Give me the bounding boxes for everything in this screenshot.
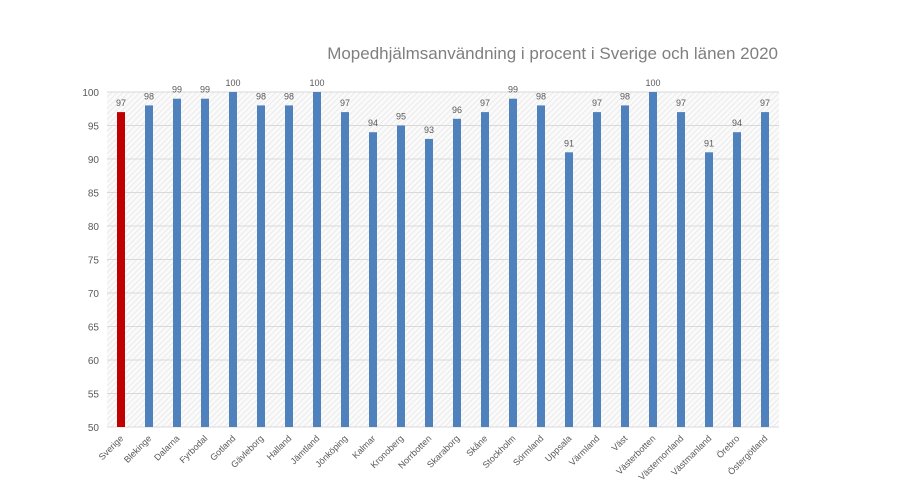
bar bbox=[229, 92, 237, 427]
bar bbox=[481, 112, 489, 427]
data-label: 97 bbox=[340, 98, 350, 108]
y-tick-label: 50 bbox=[88, 423, 100, 434]
bar bbox=[425, 138, 433, 427]
data-label: 100 bbox=[225, 78, 240, 88]
data-label: 97 bbox=[116, 98, 126, 108]
data-label: 98 bbox=[536, 91, 546, 101]
bar bbox=[677, 112, 685, 427]
bar bbox=[761, 112, 769, 427]
data-label: 98 bbox=[284, 91, 294, 101]
data-label: 98 bbox=[620, 91, 630, 101]
bar bbox=[537, 105, 545, 428]
data-label: 100 bbox=[645, 78, 660, 88]
data-label: 94 bbox=[732, 118, 742, 128]
y-tick-label: 85 bbox=[88, 189, 100, 200]
y-tick-label: 100 bbox=[82, 88, 99, 99]
data-label: 97 bbox=[760, 98, 770, 108]
bar bbox=[369, 132, 377, 427]
y-tick-label: 55 bbox=[88, 390, 100, 401]
y-tick-label: 60 bbox=[88, 356, 100, 367]
bar bbox=[313, 92, 321, 427]
chart-title: Mopedhjälmsanvändning i procent i Sverig… bbox=[327, 44, 778, 63]
data-label: 98 bbox=[144, 91, 154, 101]
data-label: 97 bbox=[480, 98, 490, 108]
data-label: 97 bbox=[592, 98, 602, 108]
bar bbox=[509, 98, 517, 427]
data-label: 94 bbox=[368, 118, 378, 128]
data-label: 91 bbox=[564, 138, 574, 148]
y-tick-label: 90 bbox=[88, 155, 100, 166]
data-label: 97 bbox=[676, 98, 686, 108]
y-tick-label: 95 bbox=[88, 122, 100, 133]
bar bbox=[397, 125, 405, 427]
y-tick-label: 75 bbox=[88, 256, 100, 267]
x-tick-label: Skåne bbox=[464, 433, 489, 458]
bar bbox=[565, 152, 573, 428]
data-label: 100 bbox=[309, 78, 324, 88]
bar bbox=[257, 105, 265, 428]
bar bbox=[593, 112, 601, 427]
bar bbox=[285, 105, 293, 428]
data-label: 93 bbox=[424, 125, 434, 135]
y-tick-label: 65 bbox=[88, 323, 100, 334]
data-label: 99 bbox=[508, 85, 518, 95]
bar bbox=[621, 105, 629, 428]
data-label: 99 bbox=[200, 85, 210, 95]
bar bbox=[453, 118, 461, 428]
bar bbox=[173, 98, 181, 427]
x-tick-label: Väst bbox=[610, 433, 630, 453]
x-tick-label: Fyrbodal bbox=[178, 433, 210, 465]
y-tick-label: 70 bbox=[88, 289, 100, 300]
x-tick-label: Kalmar bbox=[350, 433, 377, 460]
data-label: 99 bbox=[172, 85, 182, 95]
bar bbox=[117, 112, 125, 427]
data-label: 96 bbox=[452, 105, 462, 115]
x-tick-label: Blekinge bbox=[122, 433, 153, 464]
bar bbox=[705, 152, 713, 428]
data-label: 95 bbox=[396, 112, 406, 122]
bar bbox=[341, 112, 349, 427]
bar bbox=[649, 92, 657, 427]
data-label: 91 bbox=[704, 138, 714, 148]
x-tick-label: Sörmland bbox=[511, 433, 545, 467]
bar bbox=[733, 132, 741, 427]
data-label: 98 bbox=[256, 91, 266, 101]
x-tick-label: Värmland bbox=[567, 433, 601, 467]
x-tick-label: Örebro bbox=[715, 433, 742, 460]
bar bbox=[201, 98, 209, 427]
bar bbox=[145, 105, 153, 428]
y-tick-label: 80 bbox=[88, 222, 100, 233]
